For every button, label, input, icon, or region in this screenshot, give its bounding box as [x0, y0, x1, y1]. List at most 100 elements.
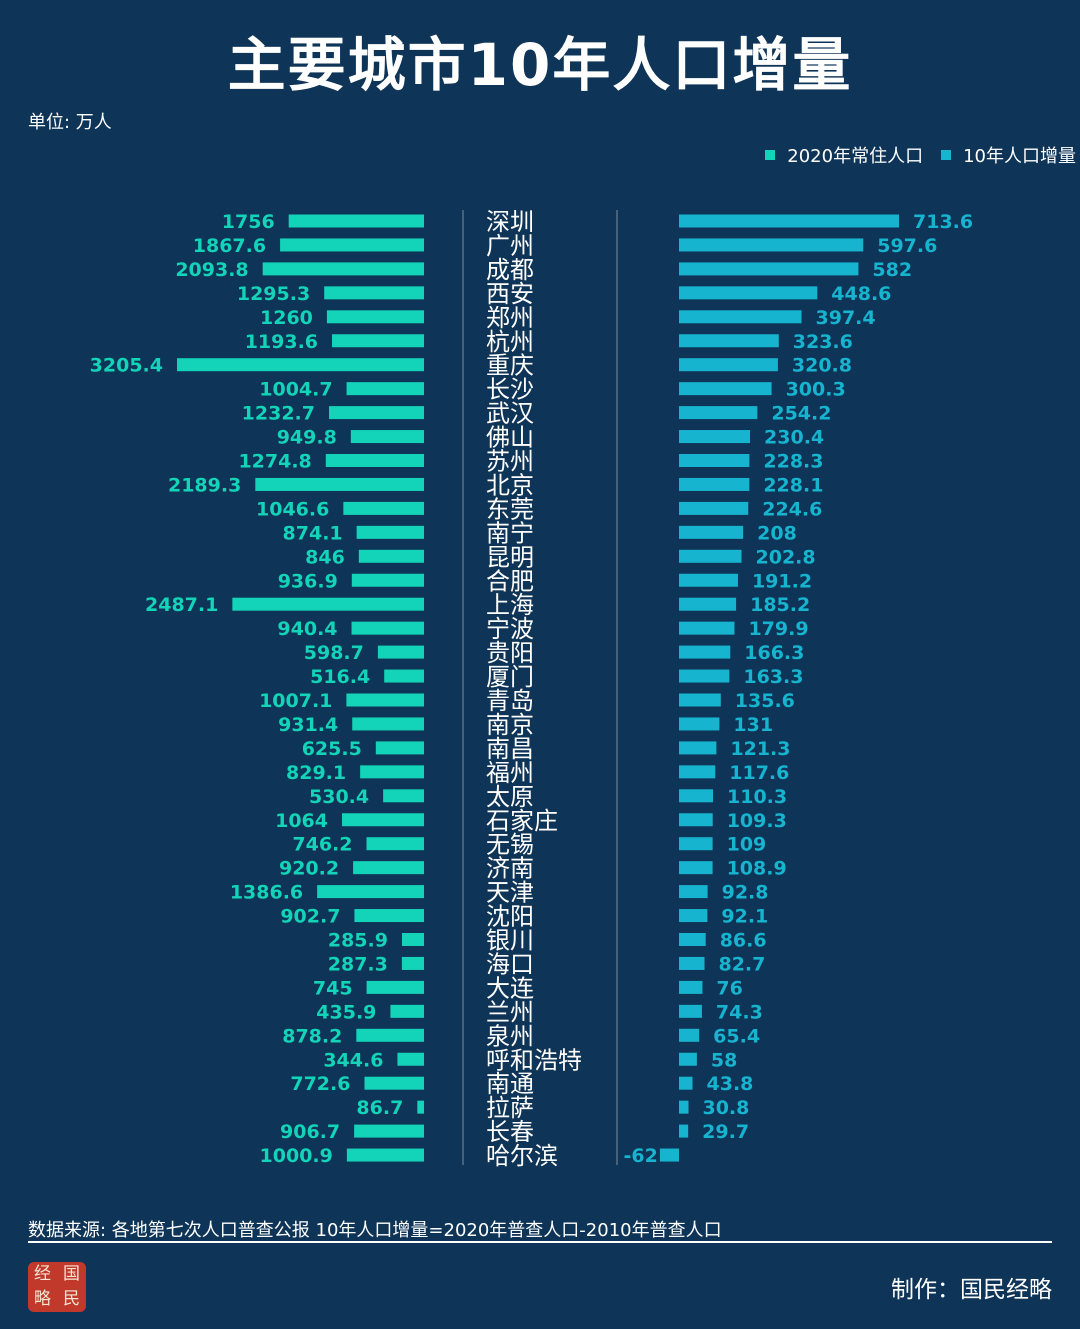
increase-value-label: 191.2: [752, 570, 812, 592]
increase-bar: [679, 1052, 697, 1066]
logo-char: 国: [63, 1264, 80, 1284]
population-value-label: 285.9: [328, 930, 388, 952]
increase-bar: [679, 813, 713, 827]
increase-bar: [679, 358, 778, 372]
brand-logo: 经 国 略 民: [28, 1262, 86, 1312]
city-label: 长春: [486, 1118, 534, 1146]
city-label: 无锡: [486, 831, 534, 859]
population-value-label: 516.4: [310, 666, 370, 688]
population-bar: [255, 477, 424, 491]
population-value-label: 1386.6: [230, 882, 303, 904]
population-bar: [390, 1004, 424, 1018]
increase-bar: [679, 262, 859, 276]
city-label: 成都: [486, 256, 534, 284]
population-value-label: 344.6: [323, 1049, 383, 1071]
population-bar: [375, 741, 424, 755]
population-bar: [342, 813, 424, 827]
increase-value-label: 208: [757, 522, 797, 544]
city-label: 哈尔滨: [486, 1142, 558, 1170]
unit-label: 单位: 万人: [28, 112, 112, 133]
city-label: 南京: [486, 711, 534, 739]
population-value-label: 940.4: [277, 618, 337, 640]
increase-value-label: 82.7: [718, 953, 765, 975]
population-bar: [354, 1124, 424, 1138]
population-value-label: 920.2: [279, 858, 339, 880]
increase-bar: [679, 909, 708, 923]
increase-bar: [679, 861, 713, 875]
increase-bar: [679, 717, 720, 731]
increase-value-label: 166.3: [744, 642, 804, 664]
city-label: 兰州: [486, 998, 534, 1026]
footer-divider: [28, 1241, 1052, 1243]
increase-value-label: 323.6: [793, 331, 853, 353]
population-bar: [324, 286, 424, 300]
population-bar: [356, 525, 424, 539]
city-label: 南宁: [486, 519, 534, 547]
population-value-label: 1064: [275, 810, 328, 832]
legend-label-population: 2020年常住人口: [787, 146, 924, 167]
population-bar: [397, 1052, 424, 1066]
logo-char: 民: [63, 1289, 80, 1309]
population-value-label: 1046.6: [256, 498, 329, 520]
increase-value-label: 43.8: [707, 1073, 754, 1095]
population-bar: [417, 1100, 424, 1114]
city-label: 杭州: [486, 328, 534, 356]
increase-value-label: 135.6: [735, 690, 795, 712]
increase-bar: [679, 1100, 689, 1114]
increase-bar: [679, 980, 703, 994]
increase-bar: [679, 454, 750, 467]
increase-value-label: 163.3: [743, 666, 803, 688]
city-label: 济南: [486, 855, 534, 883]
population-value-label: 1295.3: [237, 283, 310, 305]
city-label: 厦门: [486, 663, 534, 691]
city-label: 郑州: [486, 304, 534, 332]
city-label: 苏州: [486, 448, 534, 476]
increase-bar: [659, 1148, 679, 1162]
increase-value-label: 300.3: [786, 379, 846, 401]
increase-value-label: 109.3: [727, 810, 787, 832]
increase-bar: [679, 238, 864, 252]
city-label: 天津: [486, 879, 534, 907]
legend-item-population: 2020年常住人口: [765, 142, 923, 168]
increase-bar: [679, 837, 713, 851]
population-bar: [346, 1148, 424, 1162]
population-value-label: 1260: [260, 307, 313, 329]
increase-value-label: 254.2: [771, 403, 831, 425]
city-label: 重庆: [486, 352, 534, 380]
increase-bar: [679, 310, 802, 324]
population-bar: [177, 358, 424, 372]
city-label: 青岛: [486, 687, 534, 715]
increase-bar: [679, 406, 758, 420]
population-value-label: 746.2: [292, 834, 352, 856]
increase-value-label: 228.1: [763, 474, 823, 496]
population-bar: [351, 573, 424, 587]
increase-bar: [679, 1076, 693, 1090]
logo-char: 略: [34, 1289, 51, 1309]
increase-bar: [679, 956, 705, 970]
increase-value-label: 92.1: [721, 906, 768, 928]
city-label: 大连: [486, 974, 534, 1002]
increase-bar: [679, 669, 730, 683]
city-label: 东莞: [486, 495, 534, 523]
population-value-label: 2189.3: [168, 474, 241, 496]
increase-value-label: 397.4: [816, 307, 876, 329]
increase-bar: [679, 1004, 702, 1018]
increase-bar: [679, 477, 750, 491]
population-value-label: 772.6: [290, 1073, 350, 1095]
data-source-note: 数据来源: 各地第七次人口普查公报 10年人口增量=2020年普查人口-2010…: [28, 1220, 722, 1241]
population-bar: [353, 861, 424, 875]
city-label: 贵阳: [486, 639, 534, 667]
increase-value-label: 110.3: [727, 786, 787, 808]
population-value-label: 1004.7: [259, 379, 332, 401]
increase-value-label: 224.6: [762, 498, 822, 520]
city-label: 呼和浩特: [486, 1046, 582, 1074]
increase-value-label: 320.8: [792, 355, 852, 377]
increase-bar: [679, 597, 737, 611]
city-label: 银川: [486, 927, 534, 955]
population-value-label: 846: [305, 546, 345, 568]
population-value-label: 902.7: [280, 906, 340, 928]
increase-value-label: 65.4: [713, 1025, 760, 1047]
increase-value-label: 58: [711, 1049, 737, 1071]
population-value-label: 1274.8: [238, 451, 311, 473]
population-bar: [325, 454, 424, 467]
